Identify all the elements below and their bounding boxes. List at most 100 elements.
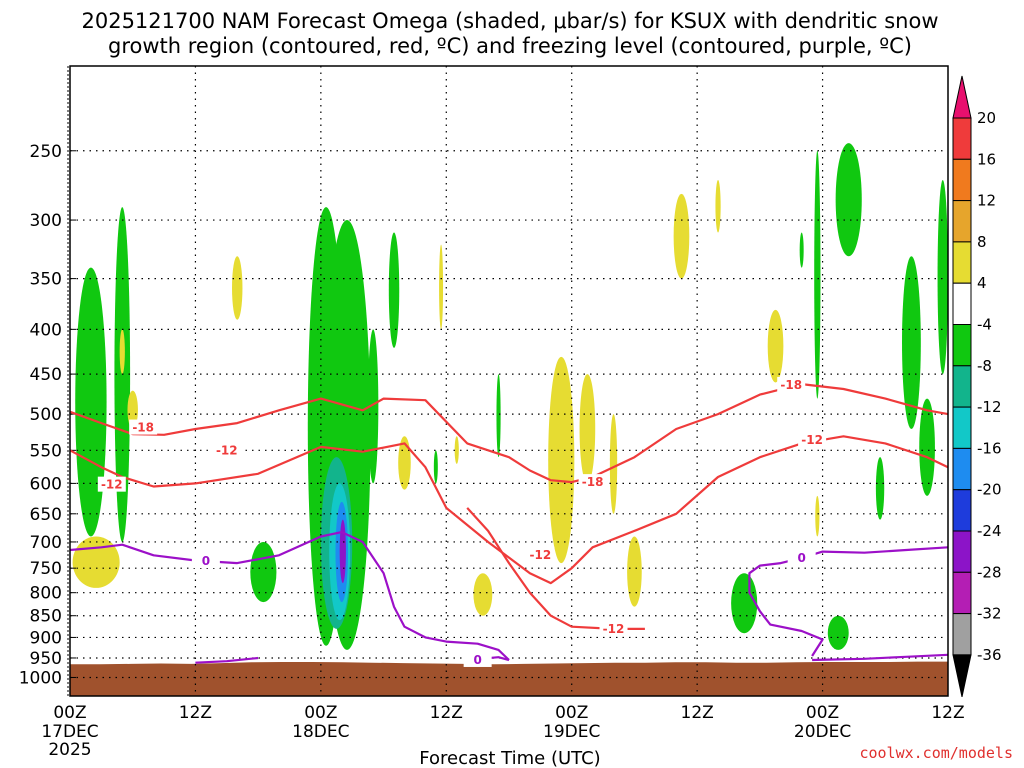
omega-region-0 <box>75 267 107 537</box>
x-tick-date-2: 18DEC <box>292 722 349 742</box>
omega-region-21 <box>548 356 575 564</box>
colorbar-label-5: -4 <box>977 316 992 334</box>
y-tick-label-1000: 1000 <box>19 668 62 688</box>
colorbar-label-1: 16 <box>977 150 996 168</box>
dgz-contour-label-1-2: -12 <box>801 433 823 447</box>
dgz-contour-label-2-1: -12 <box>603 622 625 636</box>
colorbar-bottom-arrow <box>952 654 972 698</box>
ground-area <box>70 661 948 696</box>
dgz-label-bg-0-2 <box>777 376 806 392</box>
colorbar-label-2: 12 <box>977 192 996 210</box>
omega-region-17 <box>439 244 444 330</box>
omega-region-31 <box>815 495 820 537</box>
omega-region-18 <box>454 436 459 464</box>
colorbar-label-0: 20 <box>977 109 996 127</box>
omega-region-34 <box>875 457 885 520</box>
omega-region-27 <box>767 309 784 383</box>
freezing-label-bg-3-0 <box>463 651 492 667</box>
dgz-contour-label-2-0: -12 <box>530 548 552 562</box>
y-tick-label-800: 800 <box>30 584 62 604</box>
colorbar-label-3: 8 <box>977 233 987 251</box>
dgz-label-bg-2-1 <box>599 620 628 636</box>
y-tick-label-300: 300 <box>30 211 62 231</box>
colorbar-top-arrow <box>952 75 972 119</box>
omega-region-26 <box>715 180 721 233</box>
chart-title-line1: 2025121700 NAM Forecast Omega (shaded, μ… <box>81 9 938 33</box>
y-tick-label-700: 700 <box>30 533 62 553</box>
colorbar-swatch-1 <box>952 158 972 202</box>
y-tick-label-250: 250 <box>30 142 62 162</box>
omega-region-20 <box>496 374 501 458</box>
y-tick-label-450: 450 <box>30 365 62 385</box>
dgz-label-bg-0-1 <box>578 474 607 490</box>
omega-region-36 <box>919 398 935 496</box>
colorbar-label-4: 4 <box>977 274 987 292</box>
freezing-label-bg-1-0 <box>787 549 816 565</box>
x-tick-date-4: 19DEC <box>543 722 600 742</box>
dgz-label-bg-1-1 <box>212 442 241 458</box>
colorbar: 20 16 12 8 4 -4 -8 -12 -16 -20 -24 -28 -32 -36 <box>952 75 1002 698</box>
y-tick-label-950: 950 <box>30 649 62 669</box>
omega-region-35 <box>902 256 921 430</box>
y-tick-label-600: 600 <box>30 474 62 494</box>
dgz-label-bg-1-2 <box>798 431 827 447</box>
omega-region-33 <box>835 143 862 257</box>
colorbar-label-11: -28 <box>977 563 1002 581</box>
y-tick-label-350: 350 <box>30 270 62 290</box>
freezing-contour-2 <box>195 656 259 664</box>
x-tick-label-1: 12Z <box>179 703 212 723</box>
x-tick-year-0: 2025 <box>48 740 91 760</box>
freezing-contour-4 <box>812 653 949 662</box>
omega-region-12 <box>339 519 346 584</box>
freezing-contour-label-0-0: 0 <box>202 554 210 568</box>
x-tick-date-6: 20DEC <box>794 722 851 742</box>
dgz-label-bg-0-0 <box>129 419 158 435</box>
x-tick-label-5: 12Z <box>681 703 714 723</box>
colorbar-swatch-7 <box>952 406 972 449</box>
colorbar-swatch-2 <box>952 200 972 243</box>
colorbar-swatch-5 <box>952 324 972 367</box>
chart-title-line2: growth region (contoured, red, ºC) and f… <box>108 34 912 58</box>
colorbar-swatch-10 <box>952 530 972 573</box>
x-tick-label-4: 00Z <box>555 703 588 723</box>
omega-region-15 <box>398 436 411 490</box>
x-tick-label-6: 00Z <box>806 703 839 723</box>
credit-text[interactable]: coolwx.com/models <box>859 744 1013 762</box>
y-tick-label-550: 550 <box>30 441 62 461</box>
dgz-contour-label-0-1: -18 <box>582 475 604 489</box>
omega-region-28 <box>731 573 758 634</box>
y-tick-label-850: 850 <box>30 607 62 627</box>
colorbar-label-9: -20 <box>977 481 1002 499</box>
freezing-contour-label-3-0: 0 <box>473 653 481 667</box>
dgz-label-bg-2-0 <box>526 546 555 562</box>
plot-area: 250 300 350 400 450 500 550 600 650 700 750 800 850 9… <box>19 65 965 760</box>
colorbar-label-7: -12 <box>977 398 1002 416</box>
omega-region-3 <box>119 329 125 375</box>
x-tick-label-3: 12Z <box>430 703 463 723</box>
colorbar-swatch-0 <box>952 117 972 160</box>
colorbar-swatch-4 <box>952 282 972 326</box>
x-tick-date-0: 17DEC <box>41 722 98 742</box>
y-tick-label-650: 650 <box>30 505 62 525</box>
y-tick-label-500: 500 <box>30 405 62 425</box>
colorbar-swatch-8 <box>952 447 972 491</box>
colorbar-swatch-6 <box>952 365 972 408</box>
y-tick-label-750: 750 <box>30 559 62 579</box>
dgz-contour-label-1-0: -12 <box>101 478 123 492</box>
omega-region-29 <box>799 232 804 268</box>
dgz-contour-label-1-1: -12 <box>216 443 238 457</box>
freezing-contour-1 <box>748 546 949 657</box>
colorbar-label-6: -8 <box>977 357 992 375</box>
dgz-label-bg-1-0 <box>97 476 126 492</box>
omega-region-14 <box>388 232 400 348</box>
omega-region-22 <box>579 374 596 484</box>
colorbar-label-10: -24 <box>977 522 1002 540</box>
plot-frame <box>69 65 949 697</box>
freezing-contour-label-1-0: 0 <box>797 551 805 565</box>
omega-region-32 <box>827 615 849 650</box>
omega-region-5 <box>232 256 243 320</box>
x-tick-label-7: 12Z <box>931 703 964 723</box>
colorbar-label-12: -32 <box>977 605 1002 623</box>
y-tick-label-400: 400 <box>30 320 62 340</box>
